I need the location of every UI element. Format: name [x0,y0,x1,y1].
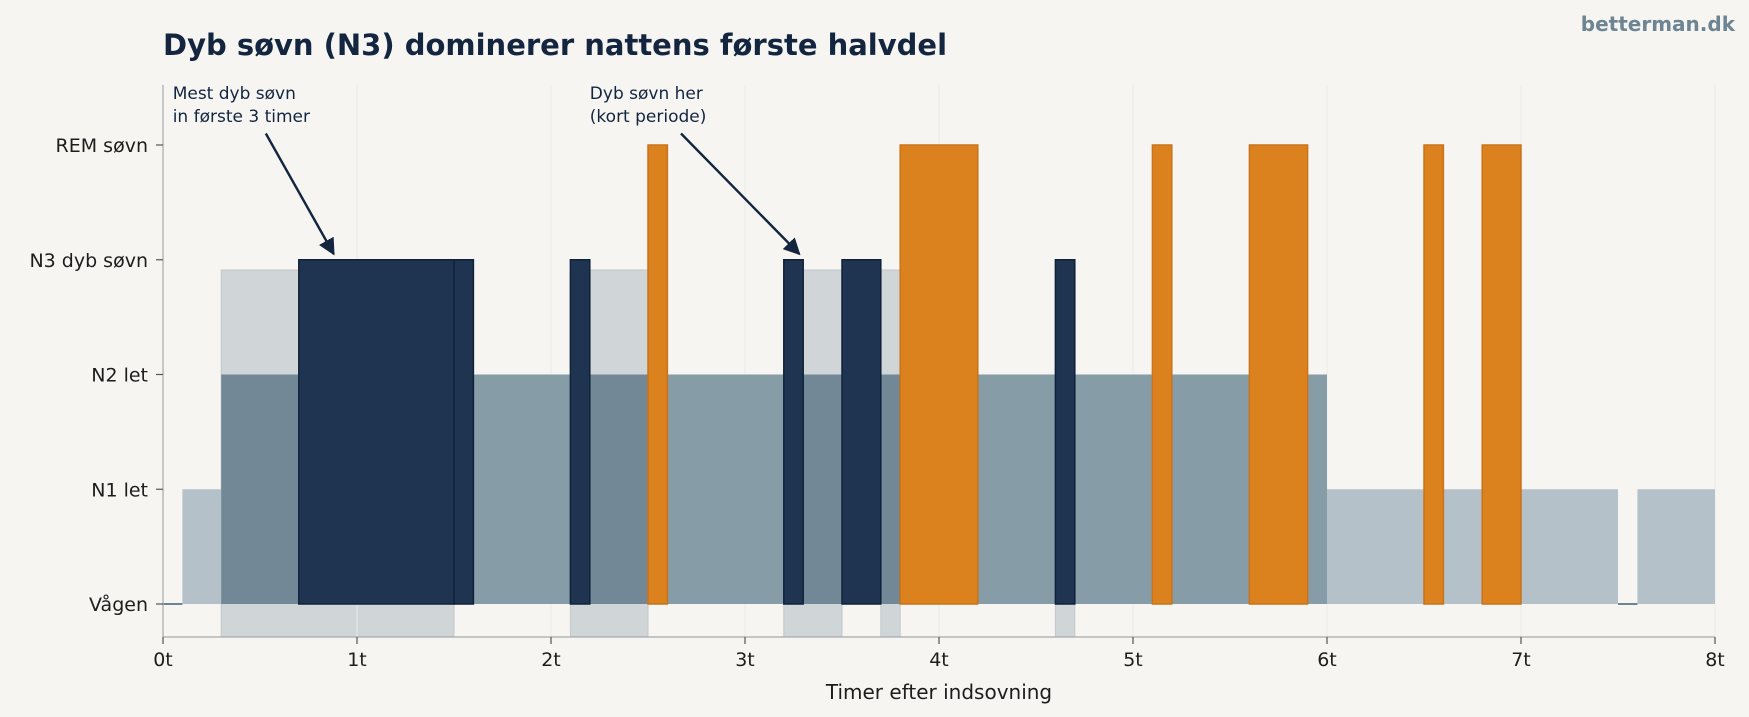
x-tick-label: 7t [1511,649,1531,671]
y-tick-label: Vågen [89,593,148,616]
stage-segment-n2-dark [590,375,648,605]
x-tick-label: 8t [1705,649,1725,671]
y-tick-label: N3 dyb søvn [29,250,148,272]
annotation-line: Mest dyb søvn [173,84,296,104]
annotation-text: Mest dyb søvn in første 3 timer [173,84,310,127]
annotation-line: Dyb søvn her [590,84,703,104]
x-tick-label: 4t [929,649,949,671]
stage-segment-n2-light [473,375,570,605]
annotation-arrow [681,134,799,254]
stage-segment-n3 [299,260,454,604]
annotation-arrow [266,134,334,254]
annotation-layer: Mest dyb søvn in første 3 timer Dyb søvn h… [173,84,800,254]
stage-segment-n2-light [667,375,783,605]
stage-segment-n1 [182,489,221,604]
stage-segment-n2-dark [881,375,900,605]
stage-segment-n3 [454,260,473,604]
annotation-line: (kort periode) [590,107,707,127]
y-tick-label: N1 let [91,479,148,501]
stage-segment-rem [1424,145,1443,604]
stage-segment-n3 [570,260,589,604]
stage-segment-n2-dark [803,375,842,605]
x-tick-label: 1t [347,649,367,671]
stage-segment-n2-light [1308,375,1327,605]
stage-segment-n2-light [1075,375,1153,605]
stage-segment-n1 [1443,489,1482,604]
stage-segment-n1 [1521,489,1618,604]
x-axis-label: Timer efter indsovning [825,680,1052,704]
annotation-text: Dyb søvn her (kort periode) [590,84,707,127]
stage-segment-rem [1482,145,1521,604]
stage-segment-n3 [842,260,881,604]
stage-segment-n2-light [978,375,1056,605]
x-tick-label: 5t [1123,649,1143,671]
stage-segment-n1 [1327,489,1424,604]
stage-segment-n2-dark [221,375,299,605]
annotation-line: in første 3 timer [173,107,310,127]
x-tick-label: 3t [735,649,755,671]
stage-segment-n3 [784,260,803,604]
x-tick-label: 0t [153,649,173,671]
y-tick-label: REM søvn [56,135,148,157]
stage-segment-n1 [1637,489,1715,604]
stage-layer [163,145,1715,604]
y-tick-label: N2 let [91,365,148,387]
stage-segment-rem [648,145,667,604]
x-tick-label: 6t [1317,649,1337,671]
stage-segment-rem [900,145,978,604]
stage-segment-rem [1249,145,1307,604]
x-tick-label: 2t [541,649,561,671]
stage-segment-rem [1152,145,1171,604]
stage-segment-n2-light [1172,375,1250,605]
stage-segment-n3 [1055,260,1074,604]
